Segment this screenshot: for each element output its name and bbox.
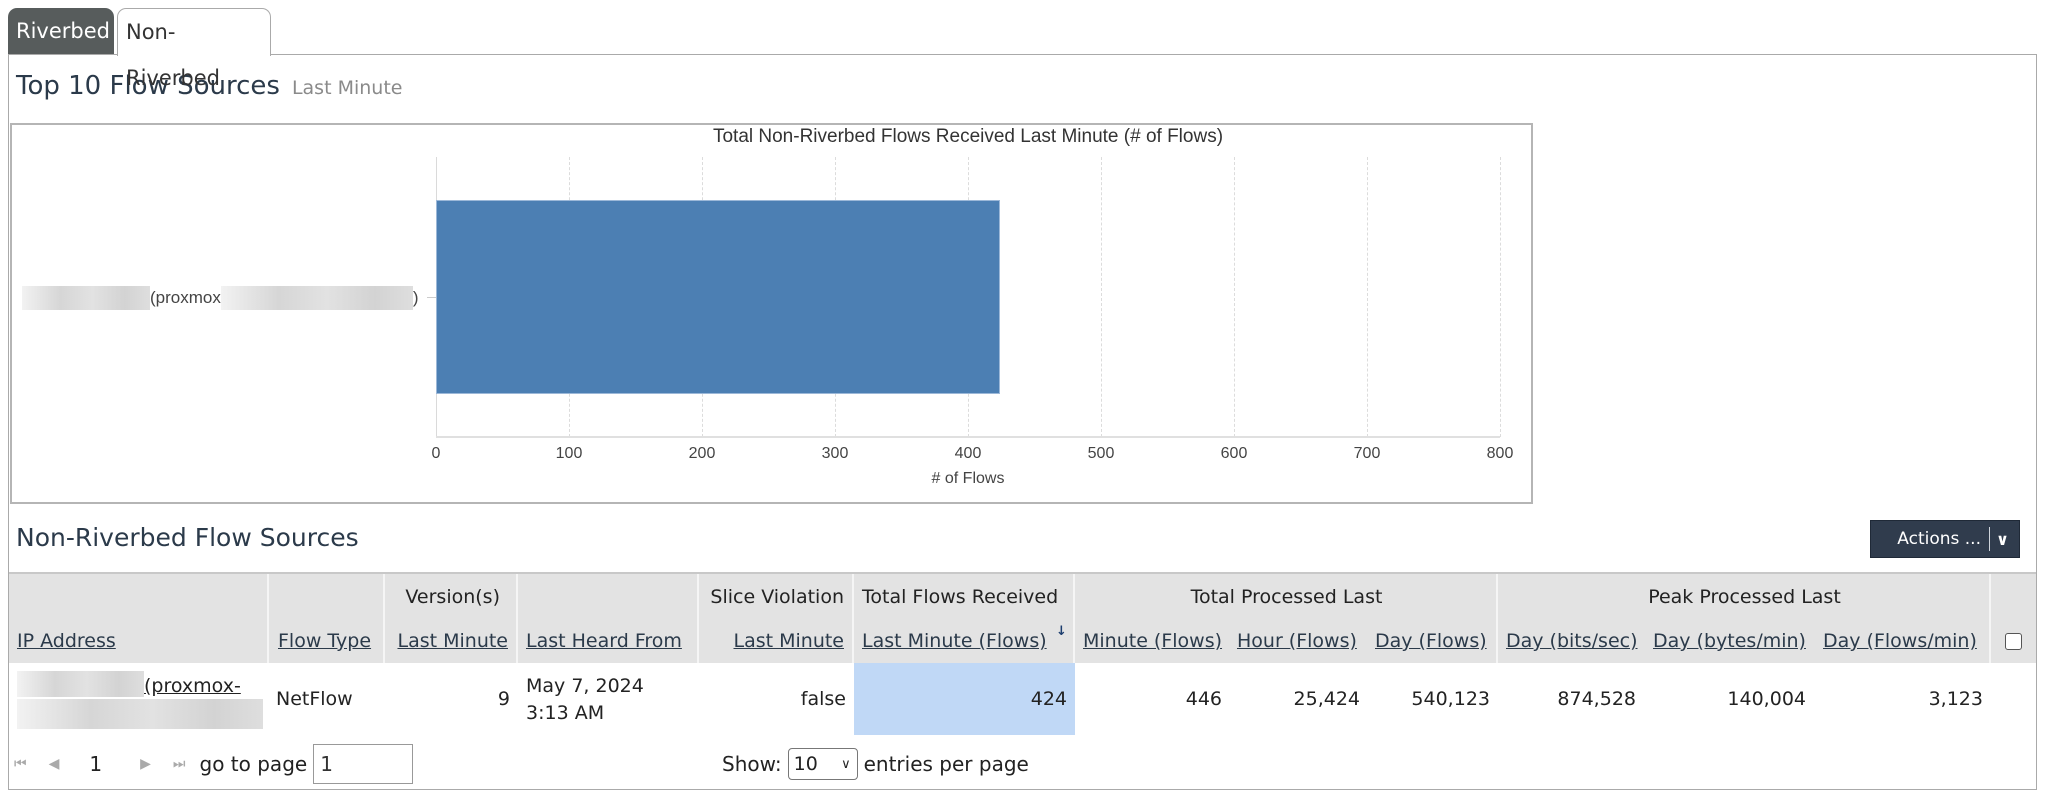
group-header-total-processed: Total Processed Last bbox=[1190, 586, 1383, 608]
sort-peak-bytes[interactable]: Day (bytes/min) bbox=[1653, 630, 1806, 652]
sort-version[interactable]: Last Minute bbox=[397, 630, 508, 652]
sort-proc-hour[interactable]: Hour (Flows) bbox=[1237, 630, 1357, 652]
page-size-select[interactable]: 10 ∨ bbox=[787, 748, 858, 780]
prev-page-icon[interactable]: ◀ bbox=[48, 756, 60, 772]
pagination: ⏮ ◀ 1 ▶ ⏭ go to page bbox=[14, 744, 414, 784]
cell-proc-day: 540,123 bbox=[1411, 688, 1490, 710]
col-received: Total Flows Received Last Minute (Flows)… bbox=[854, 574, 1075, 663]
cell-peak-bits: 874,528 bbox=[1557, 688, 1636, 710]
x-tick-label: 800 bbox=[1486, 445, 1514, 462]
col-total-processed: Total Processed Last Minute (Flows) Hour… bbox=[1075, 574, 1498, 663]
grid-line bbox=[1367, 157, 1368, 437]
cell-received: 424 bbox=[854, 663, 1075, 735]
cell-proc-hour: 25,424 bbox=[1293, 688, 1360, 710]
tab-non-riverbed-label: Non-Riverbed bbox=[126, 20, 220, 90]
sort-flow-type[interactable]: Flow Type bbox=[278, 630, 372, 652]
sort-proc-minute[interactable]: Minute (Flows) bbox=[1083, 630, 1223, 652]
sort-desc-icon: ↓ bbox=[1056, 624, 1067, 639]
actions-separator bbox=[1989, 527, 1990, 551]
cell-slice: false bbox=[800, 688, 846, 710]
grid-line bbox=[1500, 157, 1501, 437]
col-peak-processed: Peak Processed Last Day (bits/sec) Day (… bbox=[1498, 574, 1991, 663]
cell-ip: (proxmox- bbox=[17, 663, 269, 735]
next-page-icon[interactable]: ▶ bbox=[140, 756, 151, 772]
cell-version: 9 bbox=[497, 688, 510, 710]
group-header-received: Total Flows Received bbox=[862, 586, 1059, 608]
sort-peak-bits[interactable]: Day (bits/sec) bbox=[1506, 630, 1638, 652]
current-page: 1 bbox=[89, 752, 103, 776]
redacted-hostname bbox=[17, 699, 263, 729]
grid-line bbox=[1101, 157, 1102, 437]
col-ip: IP Address bbox=[9, 574, 269, 663]
col-select bbox=[1991, 574, 2036, 663]
show-label: Show: bbox=[722, 752, 782, 776]
category-label-suffix: ) bbox=[412, 288, 419, 307]
x-tick-label: 300 bbox=[821, 445, 849, 462]
x-tick-label: 100 bbox=[555, 445, 583, 462]
col-last-heard: Last Heard From bbox=[518, 574, 699, 663]
group-header-version: Version(s) bbox=[405, 586, 500, 608]
table-row: (proxmox- NetFlow 9 May 7, 2024 3:13 AM … bbox=[9, 663, 2036, 735]
chart-bar[interactable] bbox=[436, 200, 1000, 394]
chart-x-axis-label: # of Flows bbox=[931, 470, 1005, 487]
sort-ip-address[interactable]: IP Address bbox=[17, 630, 116, 652]
section-title-text: Top 10 Flow Sources bbox=[16, 71, 280, 101]
page-size-control: Show: 10 ∨ entries per page bbox=[722, 744, 1029, 784]
cell-peak-flows: 3,123 bbox=[1928, 688, 1983, 710]
x-tick-label: 0 bbox=[431, 445, 441, 462]
cell-peak-bytes: 140,004 bbox=[1727, 688, 1806, 710]
chevron-down-icon: ∨ bbox=[841, 756, 851, 772]
category-label-prefix: (proxmox bbox=[150, 288, 221, 307]
first-page-icon[interactable]: ⏮ bbox=[14, 756, 27, 772]
page-size-value: 10 bbox=[793, 753, 818, 775]
chart-y-tick bbox=[427, 297, 436, 298]
x-tick-label: 600 bbox=[1220, 445, 1248, 462]
redacted-ip bbox=[22, 286, 150, 310]
last-heard-date: May 7, 2024 bbox=[526, 675, 644, 697]
flow-chart bbox=[10, 123, 1533, 504]
col-slice: Slice Violation Last Minute bbox=[699, 574, 854, 663]
col-flow-type: Flow Type bbox=[269, 574, 385, 663]
x-tick-label: 700 bbox=[1353, 445, 1381, 462]
actions-button[interactable]: Actions ... ∨ bbox=[1870, 520, 2020, 558]
sort-peak-flows[interactable]: Day (Flows/min) bbox=[1823, 630, 1977, 652]
ip-address-link[interactable]: (proxmox- bbox=[144, 675, 241, 697]
group-header-peak-processed: Peak Processed Last bbox=[1648, 586, 1841, 608]
actions-label: Actions ... bbox=[1897, 529, 1981, 549]
sort-last-heard[interactable]: Last Heard From bbox=[526, 630, 682, 652]
cell-last-heard: May 7, 2024 3:13 AM bbox=[526, 663, 699, 735]
goto-page-label: go to page bbox=[199, 752, 308, 776]
tab-non-riverbed[interactable]: Non-Riverbed bbox=[117, 8, 271, 90]
sources-title: Non-Riverbed Flow Sources bbox=[16, 523, 359, 552]
last-heard-time: 3:13 AM bbox=[526, 702, 605, 724]
cell-flow-type: NetFlow bbox=[276, 688, 353, 710]
chevron-down-icon: ∨ bbox=[1996, 529, 2009, 549]
select-all-checkbox[interactable] bbox=[2005, 633, 2022, 650]
redacted-ip bbox=[17, 671, 144, 697]
table-header: IP Address Flow Type Version(s) Last Min… bbox=[9, 574, 2036, 663]
x-tick-label: 200 bbox=[688, 445, 716, 462]
cell-proc-minute: 446 bbox=[1185, 688, 1222, 710]
x-tick-label: 500 bbox=[1087, 445, 1115, 462]
chart-x-axis bbox=[436, 436, 1500, 438]
chart-title: Total Non-Riverbed Flows Received Last M… bbox=[712, 126, 1224, 147]
last-page-icon[interactable]: ⏭ bbox=[172, 756, 186, 772]
col-version: Version(s) Last Minute bbox=[385, 574, 518, 663]
tab-riverbed-label: Riverbed bbox=[16, 19, 110, 43]
grid-line bbox=[1234, 157, 1235, 437]
chart-category-label: (proxmox ) bbox=[22, 286, 419, 310]
x-tick-label: 400 bbox=[954, 445, 982, 462]
top-sources-title: Top 10 Flow Sources Last Minute bbox=[16, 71, 402, 101]
redacted-hostname bbox=[220, 286, 413, 310]
goto-page-input[interactable] bbox=[313, 744, 414, 784]
sort-received[interactable]: Last Minute (Flows) bbox=[862, 630, 1047, 652]
flow-sources-table: IP Address Flow Type Version(s) Last Min… bbox=[9, 572, 2036, 735]
entries-label: entries per page bbox=[863, 752, 1029, 776]
section-subtitle: Last Minute bbox=[291, 77, 403, 99]
sort-slice[interactable]: Last Minute bbox=[733, 630, 844, 652]
group-header-slice: Slice Violation bbox=[710, 586, 844, 608]
sort-proc-day[interactable]: Day (Flows) bbox=[1375, 630, 1487, 652]
tab-riverbed[interactable]: Riverbed bbox=[8, 8, 114, 55]
